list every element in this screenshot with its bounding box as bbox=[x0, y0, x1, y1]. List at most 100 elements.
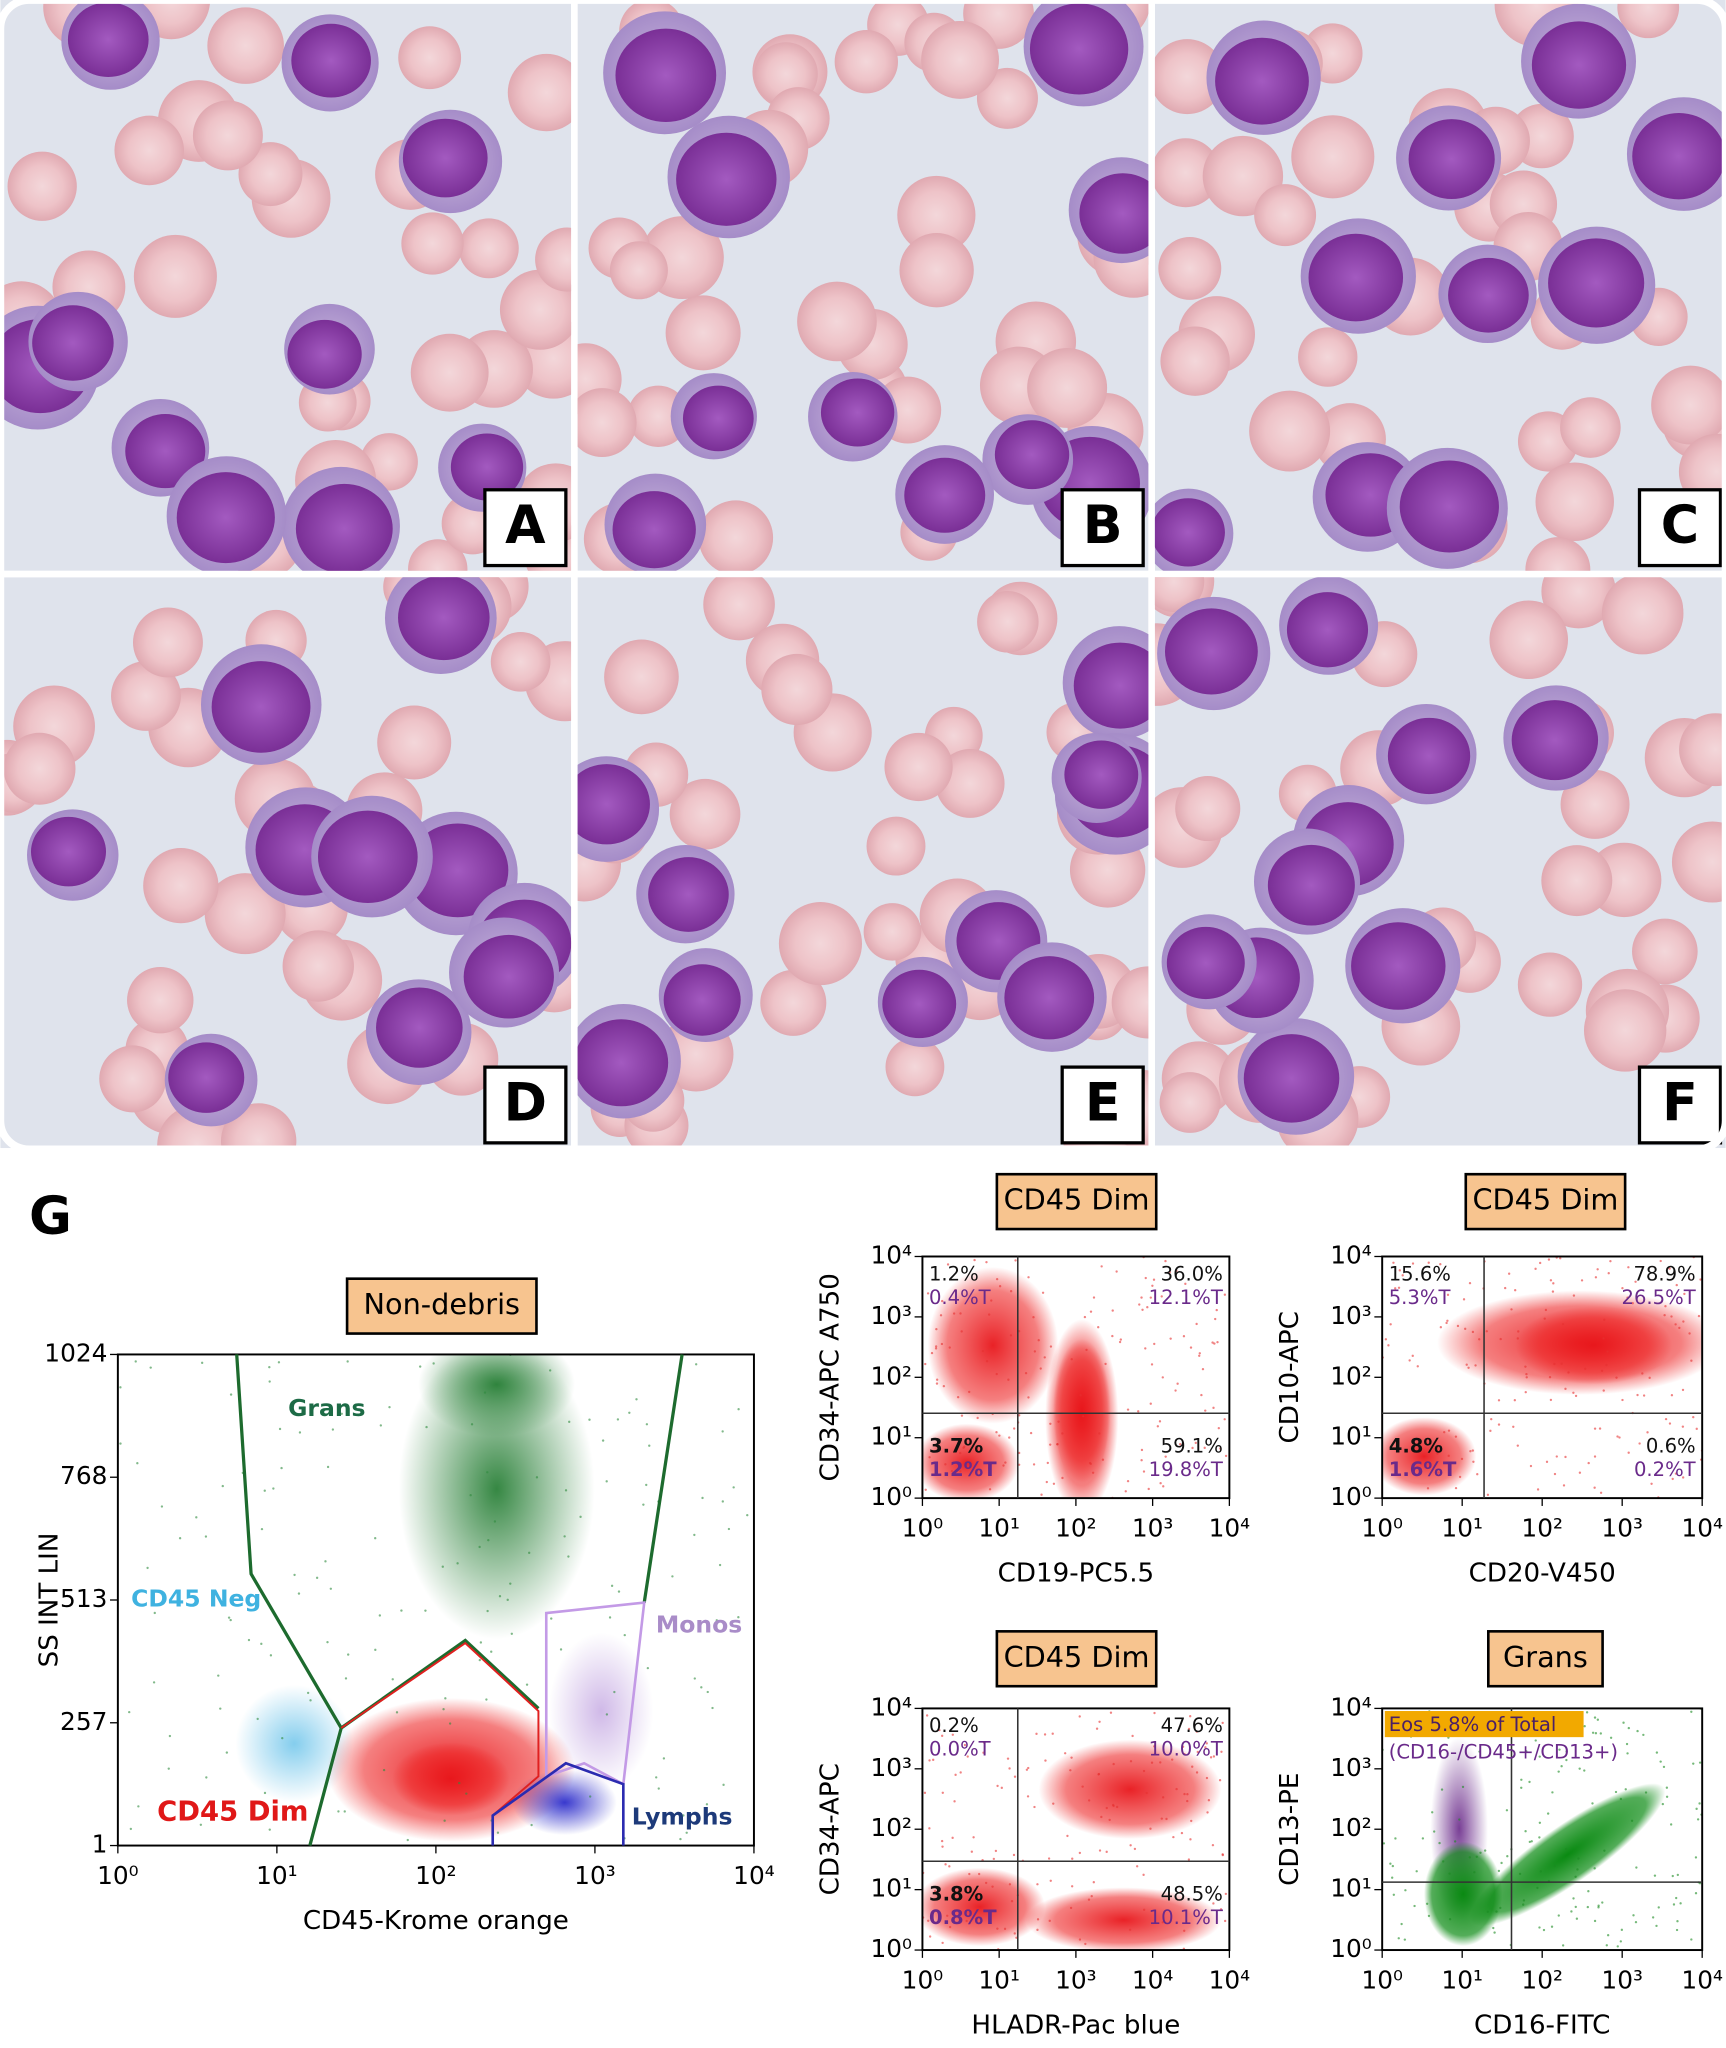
event-dot bbox=[623, 1633, 626, 1637]
red-cell bbox=[703, 577, 775, 641]
event-dot bbox=[1140, 1459, 1143, 1462]
event-dot bbox=[1212, 1406, 1215, 1410]
event-dot bbox=[1105, 1850, 1108, 1854]
event-dot bbox=[1619, 1940, 1622, 1943]
event-dot bbox=[1043, 1733, 1047, 1736]
cell-nucleus bbox=[1548, 238, 1645, 328]
event-dot bbox=[1215, 1308, 1218, 1312]
event-dot bbox=[941, 1734, 944, 1737]
event-dot bbox=[662, 1757, 666, 1760]
event-dot bbox=[715, 1619, 718, 1622]
event-dot bbox=[1191, 1765, 1194, 1768]
y-tick-label: 10¹ bbox=[870, 1422, 912, 1451]
event-dot bbox=[1593, 1716, 1597, 1719]
event-dot bbox=[1217, 1426, 1220, 1430]
cell-nucleus bbox=[663, 964, 741, 1036]
event-dot bbox=[1147, 1487, 1150, 1491]
event-dot bbox=[1431, 1811, 1434, 1814]
event-dot bbox=[1415, 1870, 1418, 1873]
red-cell bbox=[1158, 236, 1222, 300]
event-dot bbox=[343, 1810, 346, 1813]
y-axis-label: CD13-PE bbox=[1275, 1773, 1305, 1886]
event-dot bbox=[346, 1360, 349, 1363]
event-dot bbox=[1493, 1931, 1496, 1934]
event-dot bbox=[469, 1494, 472, 1497]
event-dot bbox=[1404, 1889, 1407, 1892]
event-dot bbox=[946, 1263, 950, 1266]
event-dot bbox=[1183, 1792, 1186, 1796]
event-dot bbox=[1534, 1739, 1537, 1742]
cell-nucleus bbox=[904, 457, 986, 533]
event-dot bbox=[1090, 1894, 1093, 1898]
event-dot bbox=[1692, 1762, 1695, 1765]
event-dot bbox=[1118, 1340, 1122, 1344]
event-dot bbox=[1037, 1339, 1040, 1342]
event-dot bbox=[930, 1351, 934, 1355]
event-dot bbox=[1442, 1860, 1445, 1863]
event-dot bbox=[1394, 1440, 1397, 1443]
red-cell bbox=[897, 175, 976, 255]
event-dot bbox=[1138, 1303, 1141, 1306]
cell-nucleus bbox=[317, 810, 418, 904]
red-cell bbox=[490, 631, 551, 692]
event-dot bbox=[1486, 1493, 1490, 1497]
event-dot bbox=[119, 1386, 122, 1389]
event-dot bbox=[1469, 1450, 1472, 1453]
event-dot bbox=[485, 1698, 488, 1701]
event-dot bbox=[1574, 1905, 1577, 1909]
event-dot bbox=[1111, 1309, 1114, 1312]
event-dot bbox=[1025, 1768, 1029, 1771]
event-dot bbox=[1690, 1938, 1693, 1941]
event-dot bbox=[976, 1416, 979, 1420]
event-dot bbox=[1198, 1354, 1201, 1357]
event-dot bbox=[1672, 1903, 1676, 1906]
event-density bbox=[1469, 1783, 1666, 1927]
x-tick-label: 10³ bbox=[1055, 1965, 1097, 1994]
event-clouds bbox=[1382, 1256, 1703, 1499]
red-cell bbox=[1679, 713, 1726, 787]
x-axis-label: CD20-V450 bbox=[1469, 1558, 1616, 1588]
event-density bbox=[1025, 1887, 1222, 1951]
event-dot bbox=[378, 1614, 382, 1617]
event-dot bbox=[465, 1792, 468, 1795]
event-dot bbox=[1655, 1751, 1659, 1754]
event-dot bbox=[525, 1683, 529, 1686]
event-dot bbox=[1538, 1755, 1541, 1758]
red-cell bbox=[458, 218, 519, 279]
event-dot bbox=[928, 1827, 931, 1830]
event-dot bbox=[1561, 1322, 1565, 1326]
red-cell bbox=[1175, 775, 1241, 842]
event-dot bbox=[1694, 1856, 1698, 1859]
cell-nucleus bbox=[1399, 460, 1499, 553]
quadrant-total: 10.0%T bbox=[1149, 1738, 1224, 1761]
event-dot bbox=[1607, 1272, 1610, 1275]
event-dot bbox=[1100, 1265, 1103, 1268]
event-dot bbox=[1616, 1435, 1619, 1438]
quadrant-total: 10.1%T bbox=[1149, 1906, 1224, 1929]
event-dot bbox=[1203, 1446, 1206, 1449]
event-dot bbox=[1158, 1420, 1162, 1423]
event-dot bbox=[1591, 1731, 1595, 1734]
event-density bbox=[1423, 1841, 1503, 1947]
event-dot bbox=[1436, 1452, 1439, 1455]
gate-label: CD45 Neg bbox=[131, 1585, 261, 1613]
event-dot bbox=[995, 1372, 998, 1376]
event-dot bbox=[1699, 1278, 1702, 1281]
x-tick-label: 10¹ bbox=[256, 1861, 298, 1890]
event-dot bbox=[966, 1755, 969, 1758]
event-dot bbox=[1594, 1732, 1598, 1735]
event-dot bbox=[1437, 1471, 1440, 1474]
event-density bbox=[1382, 1417, 1477, 1496]
event-clouds bbox=[922, 1256, 1228, 1499]
event-dot bbox=[1698, 1802, 1701, 1805]
cell-nucleus bbox=[1064, 740, 1139, 809]
event-dot bbox=[1161, 1376, 1164, 1379]
cell-nucleus bbox=[211, 661, 311, 753]
panel-label-box bbox=[483, 1065, 568, 1145]
event-dot bbox=[941, 1299, 944, 1303]
gate bbox=[642, 1354, 684, 1603]
x-axis-label: CD16-FITC bbox=[1474, 2010, 1610, 2040]
event-dot bbox=[1149, 1296, 1152, 1299]
event-dot bbox=[645, 1483, 648, 1487]
event-dot bbox=[1140, 1296, 1143, 1299]
